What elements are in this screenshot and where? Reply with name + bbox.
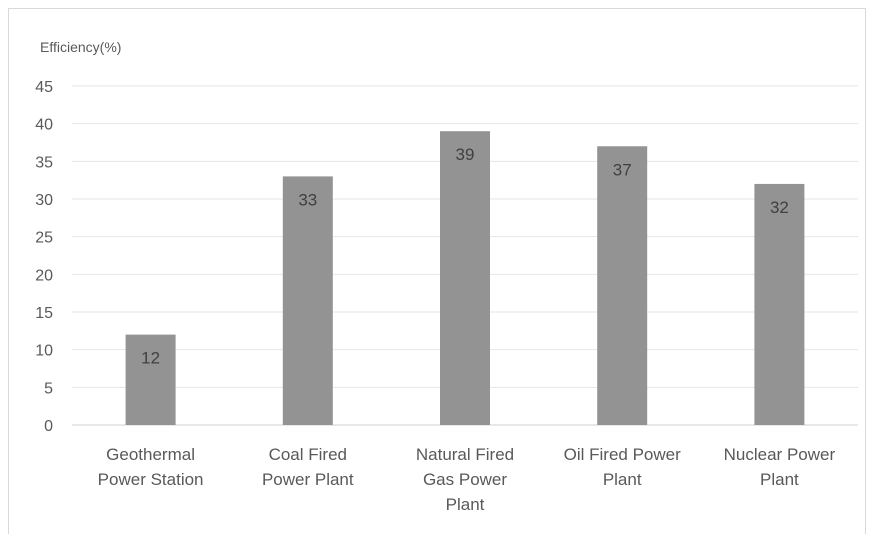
bar	[440, 131, 490, 425]
data-label: 12	[141, 349, 160, 368]
x-tick-label: Geothermal Power Station	[98, 445, 204, 489]
data-label: 39	[456, 145, 475, 164]
y-tick-label: 20	[35, 267, 53, 284]
data-label: 33	[298, 190, 317, 209]
y-tick-label: 45	[35, 79, 53, 96]
bars	[125, 131, 805, 425]
bar	[754, 183, 805, 425]
x-tick-labels: Geothermal Power Station Coal Fired Power P…	[98, 445, 836, 514]
x-tick-label: Natural Fired Gas Power Plant	[416, 445, 514, 514]
y-axis-label: Efficiency(%)	[40, 39, 121, 55]
y-tick-label: 40	[35, 117, 53, 134]
data-label: 37	[613, 160, 632, 179]
x-tick-label: Coal Fired Power Plant	[262, 445, 354, 489]
bar	[282, 176, 333, 425]
y-tick-label: 10	[35, 343, 53, 360]
y-tick-label: 25	[35, 230, 53, 247]
y-tick-label: 5	[44, 380, 53, 397]
x-tick-label: Oil Fired Power Plant	[564, 445, 681, 489]
bar	[597, 146, 648, 425]
chart-frame	[8, 8, 866, 534]
y-tick-label: 15	[35, 305, 53, 322]
y-tick-labels: 0 5 10 15 20 25 30 35 40 45	[35, 79, 53, 435]
y-tick-label: 30	[35, 192, 53, 209]
x-tick-label: Nuclear Power Plant	[724, 445, 836, 489]
data-labels: 12 33 39 37 32	[141, 145, 789, 367]
data-label: 32	[770, 198, 789, 217]
y-tick-label: 35	[35, 154, 53, 171]
bar	[125, 334, 176, 425]
y-tick-label: 0	[44, 418, 53, 435]
